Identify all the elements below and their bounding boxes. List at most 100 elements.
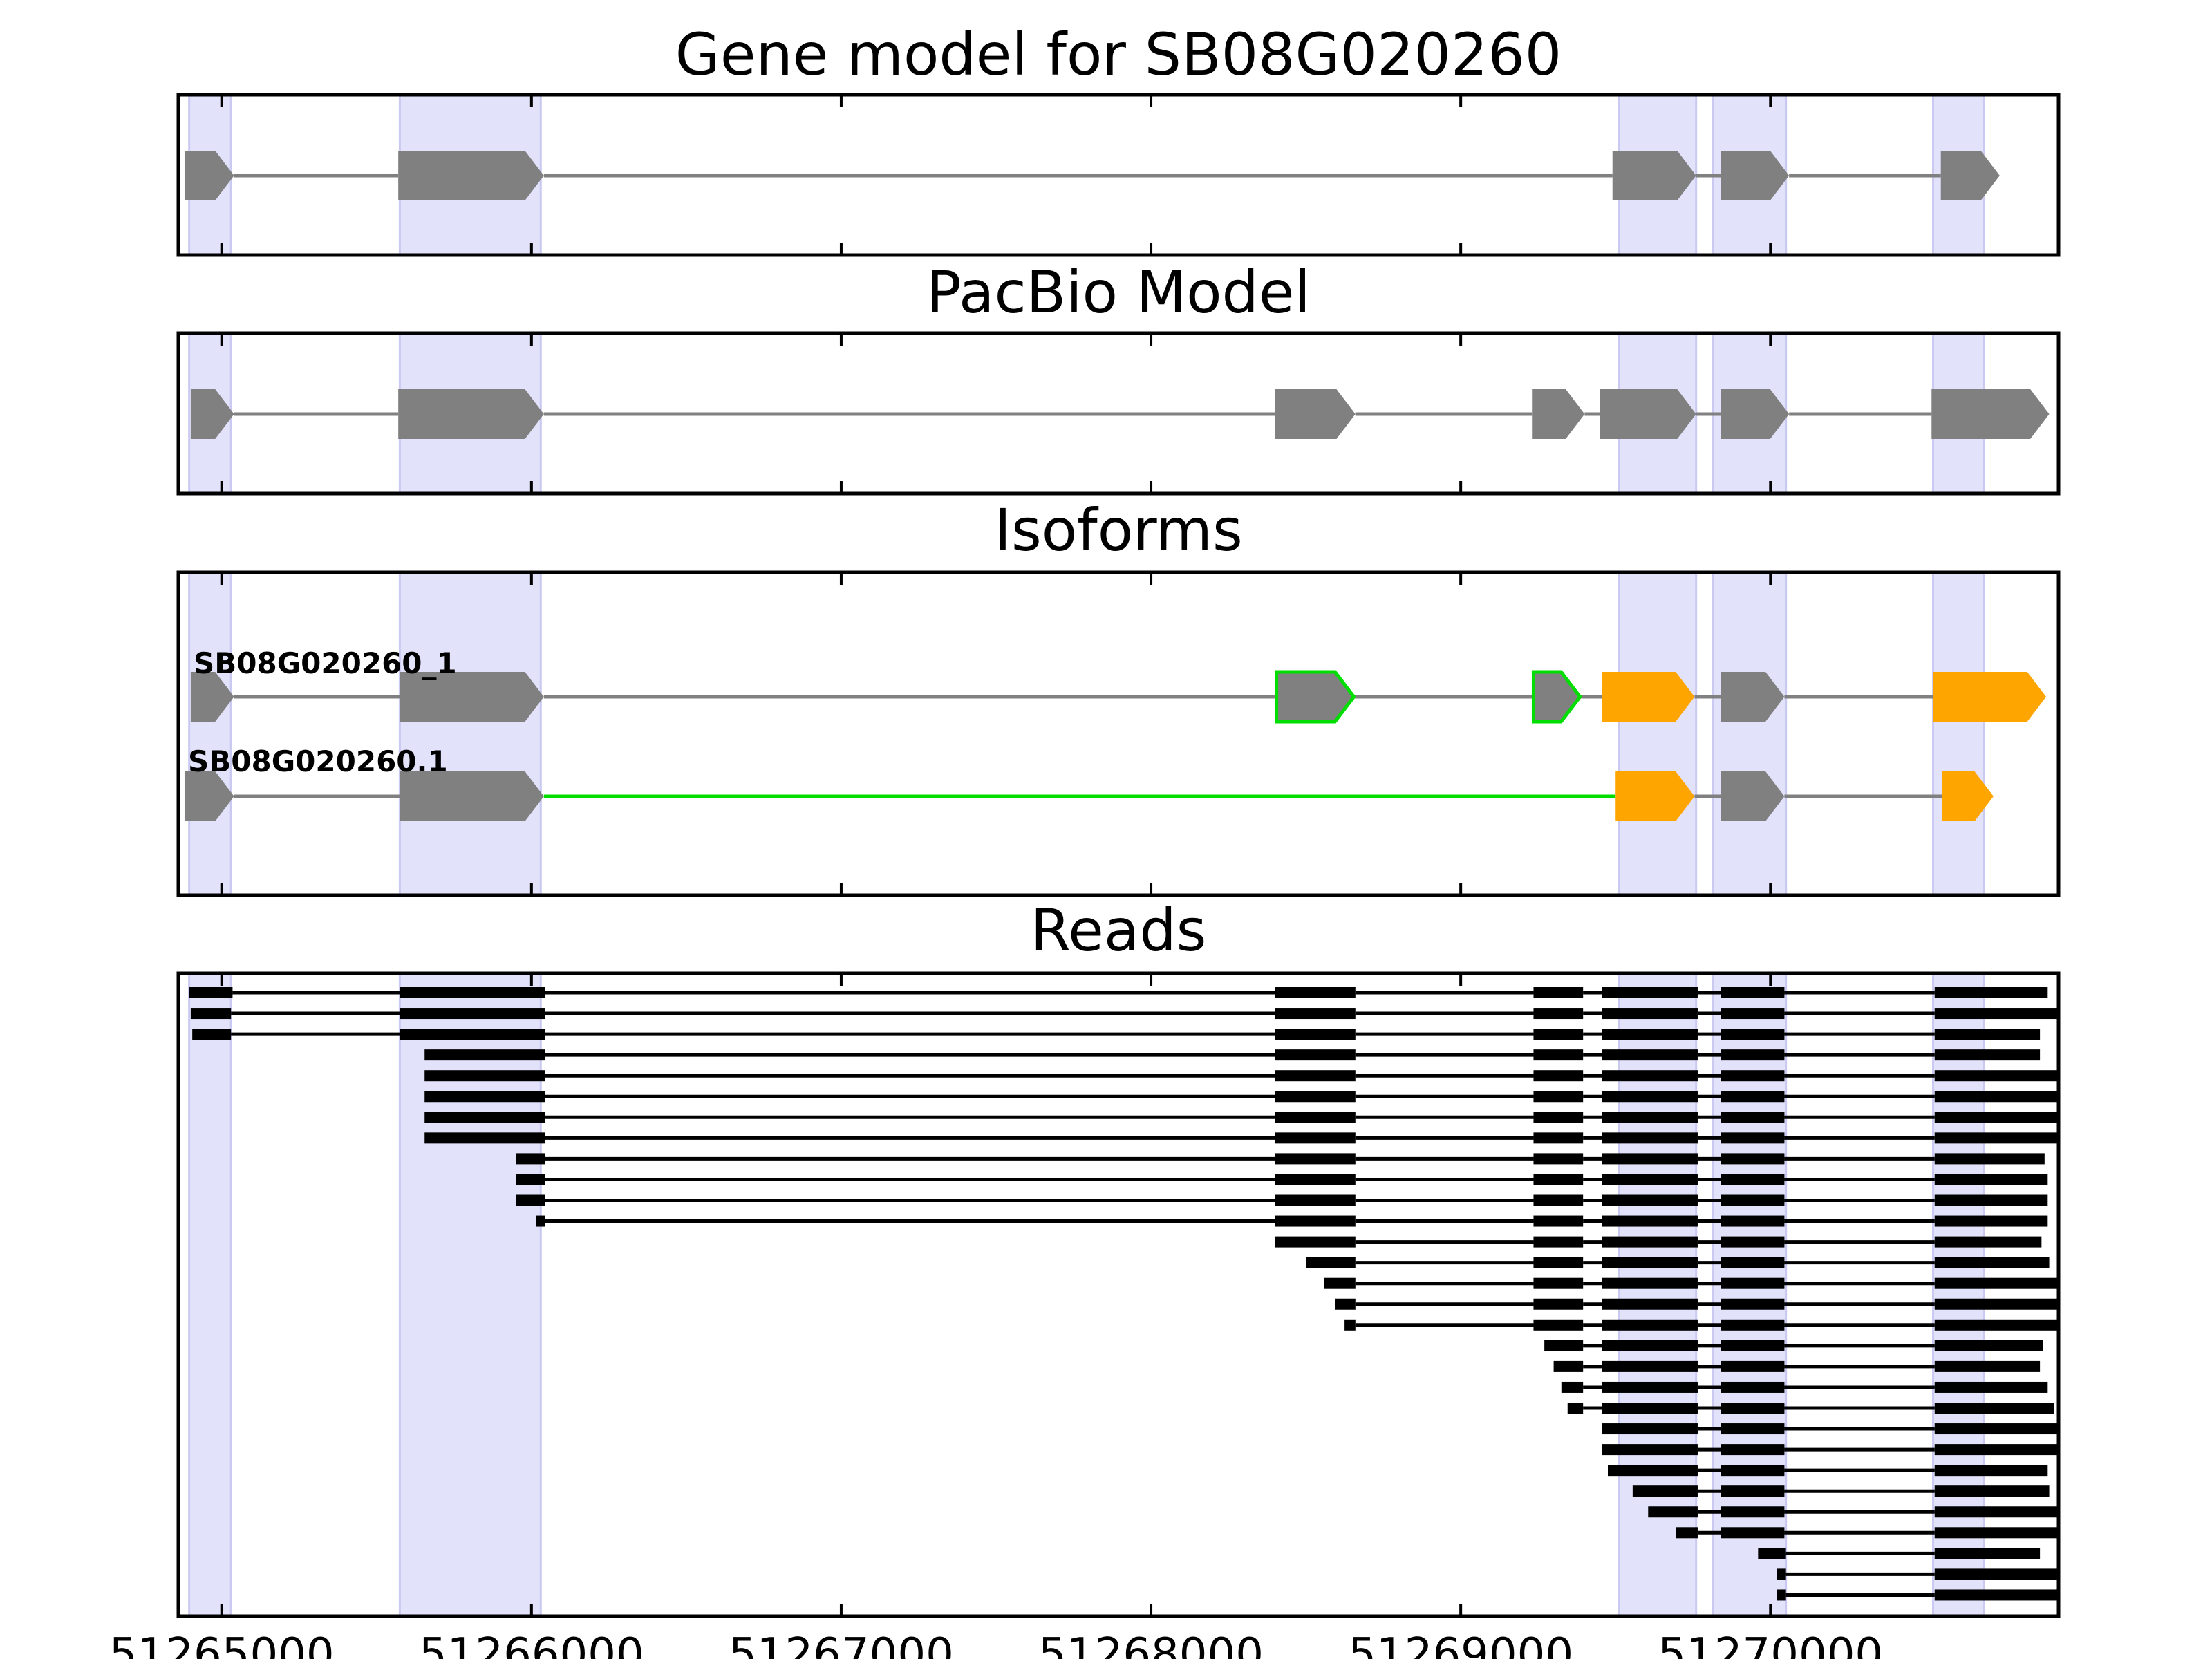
read-segment: [1934, 1423, 2059, 1435]
read-segment: [1602, 1174, 1698, 1185]
read-segment: [1275, 1194, 1356, 1206]
read-segment: [1602, 1423, 1698, 1435]
panel-frame: [176, 570, 2061, 897]
read-segment: [1934, 1527, 2059, 1539]
read-segment: [516, 1174, 546, 1185]
read-segment: [1533, 1049, 1584, 1061]
read-segment: [1275, 1049, 1356, 1061]
read-segment: [1721, 1257, 1785, 1268]
read-segment: [1324, 1277, 1356, 1289]
read-segment: [1533, 1091, 1584, 1103]
read-segment: [1533, 1174, 1584, 1185]
highlight-region: [188, 571, 232, 897]
read-segment: [1602, 1029, 1698, 1040]
read-segment: [1934, 1194, 2048, 1206]
read-segment: [1758, 1548, 1786, 1559]
alternative-exon: [1933, 672, 2047, 722]
read-segment: [1721, 1194, 1785, 1206]
read-segment: [400, 987, 546, 998]
read-segment: [1275, 1236, 1356, 1248]
read-segment: [1934, 1298, 2059, 1310]
read-segment: [1721, 1319, 1785, 1331]
read-segment: [1934, 1360, 2041, 1372]
highlight-region: [1932, 571, 1985, 897]
highlight-region: [1618, 972, 1698, 1618]
x-tick-label: 51268000: [1038, 1629, 1264, 1659]
read-segment: [1934, 1257, 2050, 1268]
read-segment: [1934, 1029, 2041, 1040]
read-segment: [424, 1049, 546, 1061]
alternative-exon: [1602, 672, 1695, 722]
read-segment: [1602, 1153, 1698, 1165]
read-segment: [190, 1008, 232, 1020]
read-segment: [424, 1070, 546, 1082]
panel-title-pacbio-model: PacBio Model: [926, 259, 1311, 326]
read-segment: [1602, 1091, 1698, 1103]
panel-frame: [176, 971, 2061, 1618]
read-segment: [1721, 1132, 1785, 1144]
read-segment: [1602, 1215, 1698, 1227]
read-segment: [1721, 1049, 1785, 1061]
isoform-label-2: SB08G020260.1: [188, 744, 448, 778]
exon: [400, 672, 544, 722]
read-segment: [1721, 1465, 1785, 1477]
read-segment: [1544, 1340, 1584, 1351]
read-segment: [1275, 1070, 1356, 1082]
x-tick-label: 51266000: [419, 1629, 644, 1659]
read-segment: [1602, 1277, 1698, 1289]
panel-frame: [176, 93, 2061, 257]
read-segment: [1721, 987, 1785, 998]
read-segment: [1934, 1132, 2059, 1144]
alternative-exon: [1942, 771, 1994, 821]
exon: [398, 389, 544, 439]
read-segment: [1934, 1485, 2050, 1497]
read-segment: [1934, 1236, 2042, 1248]
read-segment: [424, 1132, 546, 1144]
read-segment: [1344, 1319, 1356, 1331]
read-segment: [1934, 1506, 2059, 1518]
read-segment: [1567, 1403, 1584, 1414]
read-segment: [1275, 1153, 1356, 1165]
read-segment: [1533, 1257, 1584, 1268]
read-segment: [1275, 1029, 1356, 1040]
read-segment: [1934, 1319, 2059, 1331]
exon: [1275, 389, 1356, 439]
read-segment: [1934, 1340, 2043, 1351]
read-segment: [1721, 1174, 1785, 1185]
read-segment: [1275, 1112, 1356, 1123]
read-segment: [1602, 1132, 1698, 1144]
read-segment: [1934, 1008, 2059, 1020]
highlight-region: [1712, 972, 1788, 1618]
exon: [184, 771, 234, 821]
read-segment: [1934, 1215, 2048, 1227]
read-segment: [1721, 1485, 1785, 1497]
read-segment: [1533, 1153, 1584, 1165]
panel-title-isoforms: Isoforms: [994, 496, 1243, 564]
read-segment: [516, 1153, 546, 1165]
read-segment: [1533, 1008, 1584, 1020]
read-segment: [1721, 1277, 1785, 1289]
read-segment: [1306, 1257, 1356, 1268]
read-segment: [1648, 1506, 1698, 1518]
read-segment: [1602, 1403, 1698, 1414]
read-segment: [1934, 1548, 2041, 1559]
read-segment: [1721, 1008, 1785, 1020]
read-segment: [192, 1029, 232, 1040]
read-segment: [1533, 1112, 1584, 1123]
x-tick-label: 51269000: [1348, 1629, 1573, 1659]
track-content-layer: [184, 151, 2059, 1601]
read-segment: [1721, 1360, 1785, 1372]
alternative-exon: [1615, 771, 1695, 821]
read-segment: [424, 1112, 546, 1123]
read-segment: [1608, 1465, 1698, 1477]
read-segment: [1632, 1485, 1698, 1497]
read-segment: [1602, 1340, 1698, 1351]
read-segment: [1721, 1070, 1785, 1082]
read-segment: [516, 1194, 546, 1206]
read-segment: [1721, 1527, 1785, 1539]
highlight-region: [1932, 972, 1985, 1618]
read-segment: [1533, 1215, 1584, 1227]
read-segment: [1561, 1381, 1584, 1393]
read-segment: [536, 1215, 546, 1227]
read-segment: [1777, 1568, 1786, 1580]
